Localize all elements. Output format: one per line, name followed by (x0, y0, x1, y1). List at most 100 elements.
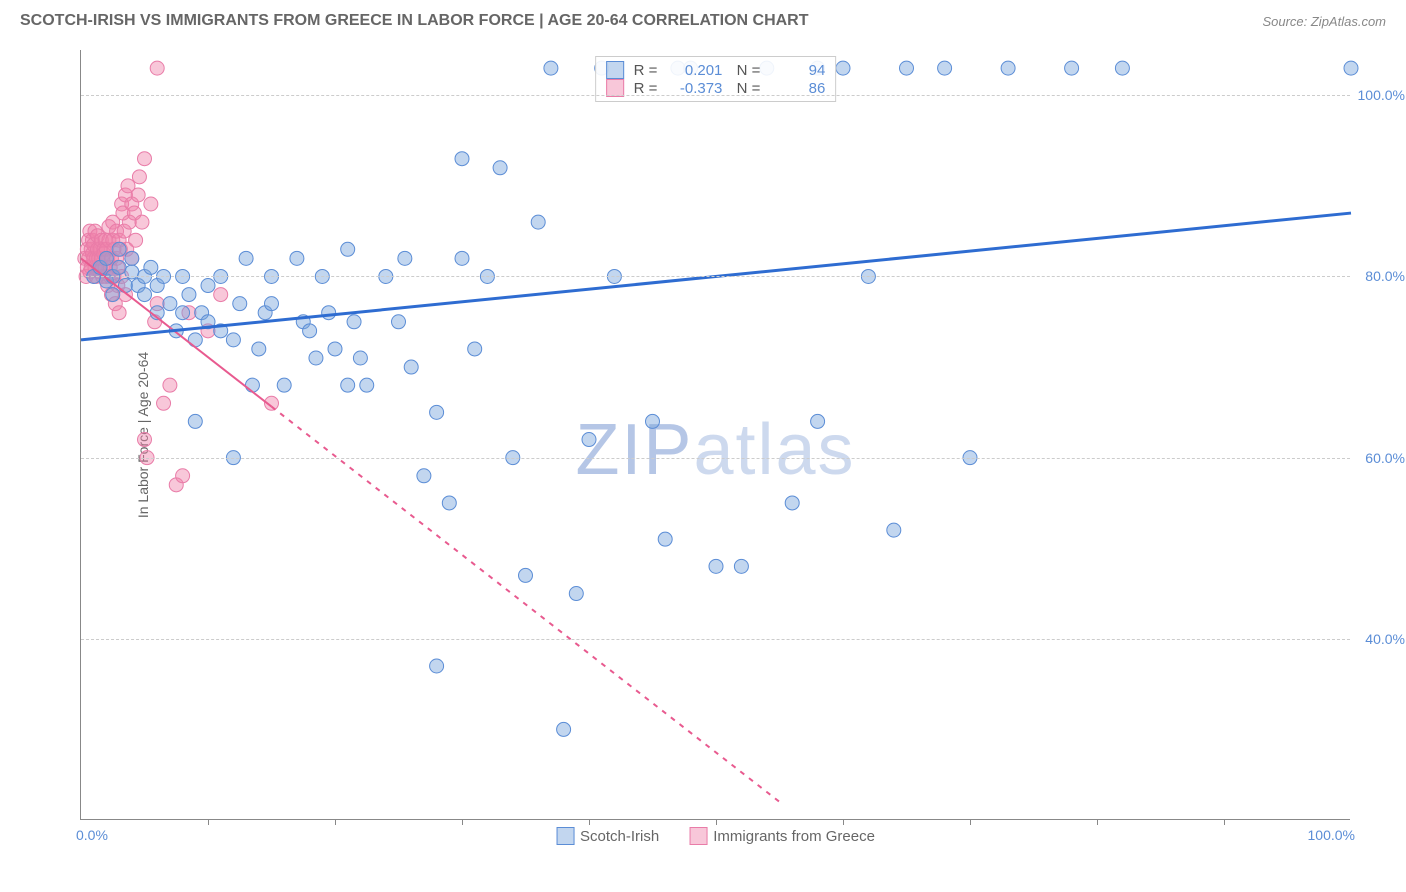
y-tick-label: 40.0% (1365, 631, 1405, 647)
chart-area: In Labor Force | Age 20-64 ZIPatlas R = … (50, 40, 1380, 830)
data-point (341, 242, 355, 256)
data-point (214, 288, 228, 302)
data-point (1344, 61, 1358, 75)
data-point (265, 297, 279, 311)
data-point (157, 396, 171, 410)
data-point (188, 414, 202, 428)
data-point (138, 433, 152, 447)
data-point (557, 722, 571, 736)
data-point (290, 251, 304, 265)
gridline-h (81, 639, 1350, 640)
data-point (201, 279, 215, 293)
data-point (182, 288, 196, 302)
data-point (544, 61, 558, 75)
chart-title: SCOTCH-IRISH VS IMMIGRANTS FROM GREECE I… (20, 12, 809, 30)
x-tick (589, 819, 590, 825)
data-point (341, 378, 355, 392)
data-point (455, 152, 469, 166)
x-tick (1097, 819, 1098, 825)
data-point (347, 315, 361, 329)
x-tick (462, 819, 463, 825)
data-point (734, 559, 748, 573)
data-point (239, 251, 253, 265)
data-point (519, 568, 533, 582)
legend-label-scotch: Scotch-Irish (580, 828, 659, 845)
data-point (99, 251, 113, 265)
x-tick (716, 819, 717, 825)
data-point (785, 496, 799, 510)
data-point (150, 61, 164, 75)
data-point (360, 378, 374, 392)
data-point (131, 188, 145, 202)
data-point (398, 251, 412, 265)
data-point (125, 251, 139, 265)
y-tick-label: 100.0% (1358, 87, 1405, 103)
gridline-h (81, 95, 1350, 96)
gridline-h (81, 276, 1350, 277)
data-point (392, 315, 406, 329)
data-point (328, 342, 342, 356)
data-point (144, 260, 158, 274)
data-point (404, 360, 418, 374)
data-point (144, 197, 158, 211)
data-point (493, 161, 507, 175)
data-point (1001, 61, 1015, 75)
data-point (309, 351, 323, 365)
data-point (176, 306, 190, 320)
data-point (811, 414, 825, 428)
data-point (417, 469, 431, 483)
x-tick (1224, 819, 1225, 825)
y-tick-label: 60.0% (1365, 450, 1405, 466)
data-point (163, 297, 177, 311)
chart-header: SCOTCH-IRISH VS IMMIGRANTS FROM GREECE I… (0, 0, 1406, 34)
data-point (430, 659, 444, 673)
x-tick (208, 819, 209, 825)
data-point (233, 297, 247, 311)
series-legend: Scotch-Irish Immigrants from Greece (556, 827, 875, 845)
x-tick (843, 819, 844, 825)
data-point (138, 288, 152, 302)
legend-swatch-greece (689, 827, 707, 845)
x-axis-min-label: 0.0% (76, 827, 108, 843)
plot-region: ZIPatlas R = 0.201 N = 94 R = -0.373 N =… (80, 50, 1350, 820)
data-point (322, 306, 336, 320)
data-point (277, 378, 291, 392)
data-point (188, 333, 202, 347)
source-label: Source: ZipAtlas.com (1262, 14, 1386, 29)
data-point (582, 433, 596, 447)
data-point (658, 532, 672, 546)
data-point (442, 496, 456, 510)
data-point (112, 306, 126, 320)
data-point (569, 587, 583, 601)
scatter-svg (81, 50, 1350, 819)
data-point (1065, 61, 1079, 75)
data-point (245, 378, 259, 392)
legend-label-greece: Immigrants from Greece (713, 828, 875, 845)
data-point (135, 215, 149, 229)
data-point (138, 152, 152, 166)
r-scotch: 0.201 (667, 62, 722, 79)
x-tick (970, 819, 971, 825)
r-greece: -0.373 (667, 80, 722, 97)
x-axis-max-label: 100.0% (1308, 827, 1355, 843)
x-tick (335, 819, 336, 825)
trend-line (272, 407, 780, 802)
data-point (226, 333, 240, 347)
data-point (112, 242, 126, 256)
data-point (1115, 61, 1129, 75)
data-point (106, 288, 120, 302)
data-point (836, 61, 850, 75)
data-point (112, 260, 126, 274)
data-point (455, 251, 469, 265)
data-point (709, 559, 723, 573)
data-point (531, 215, 545, 229)
legend-swatch-scotch (556, 827, 574, 845)
data-point (938, 61, 952, 75)
data-point (176, 469, 190, 483)
data-point (430, 405, 444, 419)
n-scotch: 94 (770, 62, 825, 79)
data-point (353, 351, 367, 365)
data-point (252, 342, 266, 356)
data-point (900, 61, 914, 75)
y-tick-label: 80.0% (1365, 268, 1405, 284)
